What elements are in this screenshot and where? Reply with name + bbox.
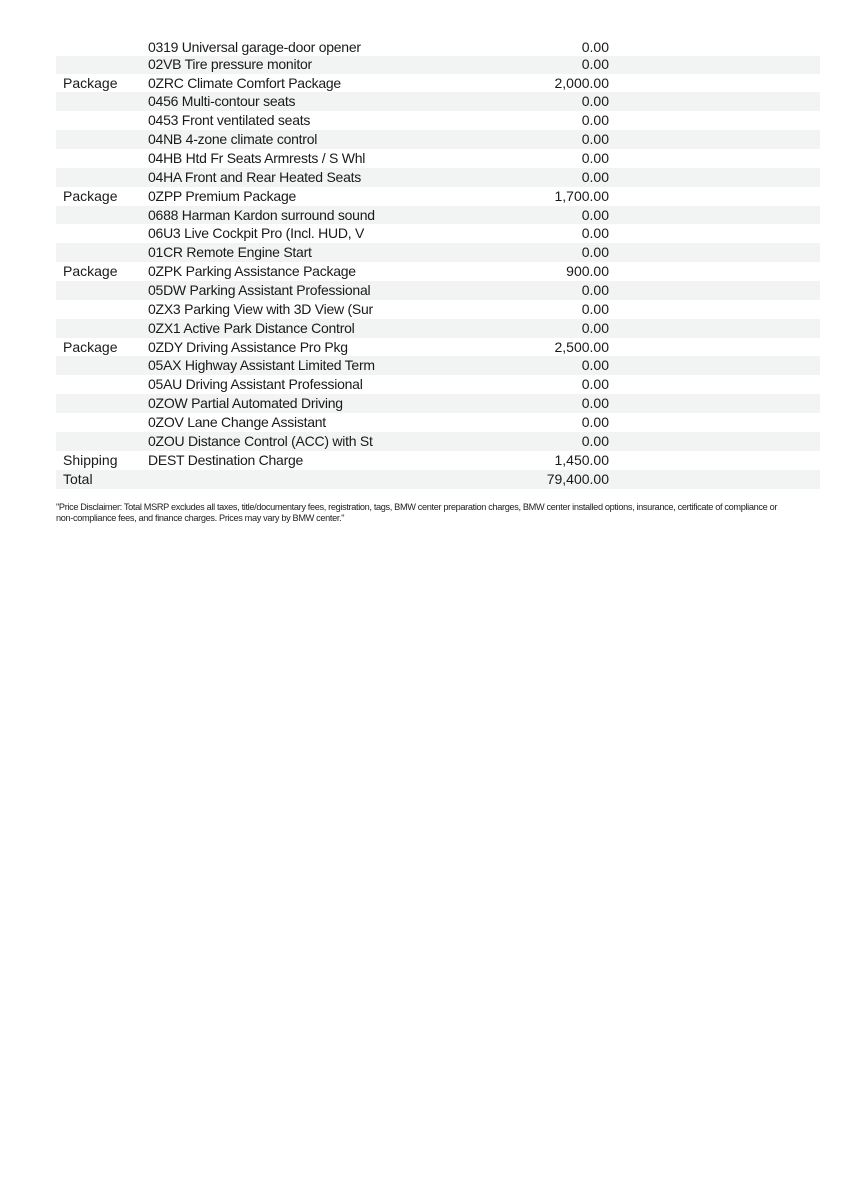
row-description: 0ZX3 Parking View with 3D View (Sur bbox=[148, 300, 373, 317]
row-price: 0.00 bbox=[581, 432, 609, 449]
row-price: 0.00 bbox=[581, 225, 609, 242]
row-description: 0ZRC Climate Comfort Package bbox=[148, 74, 341, 91]
row-price: 0.00 bbox=[581, 357, 609, 374]
row-price: 0.00 bbox=[581, 244, 609, 261]
row-price: 0.00 bbox=[581, 56, 609, 73]
row-price: 900.00 bbox=[566, 263, 609, 280]
row-price: 0.00 bbox=[581, 131, 609, 148]
row-description: 0ZOW Partial Automated Driving bbox=[148, 395, 343, 412]
table-row: 0319 Universal garage-door opener 0.00 bbox=[56, 39, 820, 56]
row-description: 0ZPP Premium Package bbox=[148, 187, 297, 204]
table-row: 05AX Highway Assistant Limited Term 0.00 bbox=[56, 356, 820, 376]
row-description: 0ZDY Driving Assistance Pro Pkg bbox=[148, 338, 348, 355]
row-description: DEST Destination Charge bbox=[148, 451, 304, 468]
row-price: 0.00 bbox=[581, 282, 609, 299]
row-description: 0ZOV Lane Change Assistant bbox=[148, 414, 326, 431]
row-description: 02VB Tire pressure monitor bbox=[148, 56, 312, 73]
table-row: Package 0ZRC Climate Comfort Package 2,000… bbox=[56, 74, 820, 93]
row-description: 0688 Harman Kardon surround sound bbox=[148, 206, 375, 223]
row-description: 05DW Parking Assistant Professional bbox=[148, 282, 371, 299]
row-description: 0ZPK Parking Assistance Package bbox=[148, 263, 356, 280]
row-price: 0.00 bbox=[581, 112, 609, 129]
row-category: Package bbox=[63, 338, 118, 355]
table-row: 05AU Driving Assistant Professional 0.00 bbox=[56, 375, 820, 394]
table-row: 0456 Multi-contour seats 0.00 bbox=[56, 92, 820, 112]
row-description: 05AU Driving Assistant Professional bbox=[148, 376, 363, 393]
row-category: Package bbox=[63, 74, 118, 91]
table-row: 04HA Front and Rear Heated Seats 0.00 bbox=[56, 167, 820, 187]
table-row: 0ZX3 Parking View with 3D View (Sur 0.00 bbox=[56, 300, 820, 319]
price-disclaimer: "Price Disclaimer: Total MSRP excludes a… bbox=[56, 502, 778, 523]
row-category: Package bbox=[63, 263, 118, 280]
row-description: 0456 Multi-contour seats bbox=[148, 93, 296, 110]
row-price: 0.00 bbox=[581, 300, 609, 317]
row-description: 06U3 Live Cockpit Pro (Incl. HUD, V bbox=[148, 225, 365, 242]
row-description: 04HB Htd Fr Seats Armrests / S Whl bbox=[148, 150, 366, 167]
row-description: 0453 Front ventilated seats bbox=[148, 112, 311, 129]
row-price: 79,400.00 bbox=[546, 470, 609, 487]
row-price: 0.00 bbox=[581, 39, 609, 55]
row-price: 1,450.00 bbox=[554, 451, 610, 468]
row-price: 0.00 bbox=[581, 395, 609, 412]
table-row: Package 0ZDY Driving Assistance Pro Pkg 2,… bbox=[56, 338, 820, 357]
row-description: 04HA Front and Rear Heated Seats bbox=[148, 168, 362, 185]
table-row: 06U3 Live Cockpit Pro (Incl. HUD, V 0.00 bbox=[56, 224, 820, 243]
table-row: 0688 Harman Kardon surround sound 0.00 bbox=[56, 205, 820, 225]
table-row: 0ZOV Lane Change Assistant 0.00 bbox=[56, 413, 820, 432]
row-description: 0ZX1 Active Park Distance Control bbox=[148, 319, 355, 336]
row-description: 0319 Universal garage-door opener bbox=[148, 39, 361, 55]
row-price: 0.00 bbox=[581, 414, 609, 431]
table-row: Package 0ZPK Parking Assistance Package 90… bbox=[56, 262, 820, 281]
row-price: 2,500.00 bbox=[554, 338, 610, 355]
price-table: 0319 Universal garage-door opener 0.00 02V… bbox=[56, 39, 820, 489]
row-category: Total bbox=[63, 470, 93, 487]
row-description: 05AX Highway Assistant Limited Term bbox=[148, 357, 375, 374]
row-price: 0.00 bbox=[581, 376, 609, 393]
table-row: 0ZX1 Active Park Distance Control 0.00 bbox=[56, 318, 820, 338]
table-row: 01CR Remote Engine Start 0.00 bbox=[56, 243, 820, 263]
table-row: 05DW Parking Assistant Professional 0.00 bbox=[56, 281, 820, 300]
total-row: Total 79,400.00 bbox=[56, 469, 820, 489]
row-description: 0ZOU Distance Control (ACC) with St bbox=[148, 432, 373, 449]
row-price: 0.00 bbox=[581, 93, 609, 110]
table-row: 0453 Front ventilated seats 0.00 bbox=[56, 111, 820, 130]
row-price: 0.00 bbox=[581, 168, 609, 185]
table-row: 04NB 4-zone climate control 0.00 bbox=[56, 130, 820, 150]
row-price: 1,700.00 bbox=[554, 187, 610, 204]
table-row: 02VB Tire pressure monitor 0.00 bbox=[56, 56, 820, 74]
table-row: Package 0ZPP Premium Package 1,700.00 bbox=[56, 187, 820, 206]
row-description: 01CR Remote Engine Start bbox=[148, 244, 312, 261]
row-price: 0.00 bbox=[581, 319, 609, 336]
row-price: 2,000.00 bbox=[554, 74, 610, 91]
table-row: 04HB Htd Fr Seats Armrests / S Whl 0.00 bbox=[56, 149, 820, 168]
row-category: Shipping bbox=[63, 451, 118, 468]
table-row: Shipping DEST Destination Charge 1,450.00 bbox=[56, 451, 820, 470]
row-price: 0.00 bbox=[581, 206, 609, 223]
row-category: Package bbox=[63, 187, 118, 204]
row-description: 04NB 4-zone climate control bbox=[148, 131, 318, 148]
row-price: 0.00 bbox=[581, 150, 609, 167]
table-row: 0ZOW Partial Automated Driving 0.00 bbox=[56, 394, 820, 414]
table-row: 0ZOU Distance Control (ACC) with St 0.00 bbox=[56, 431, 820, 451]
